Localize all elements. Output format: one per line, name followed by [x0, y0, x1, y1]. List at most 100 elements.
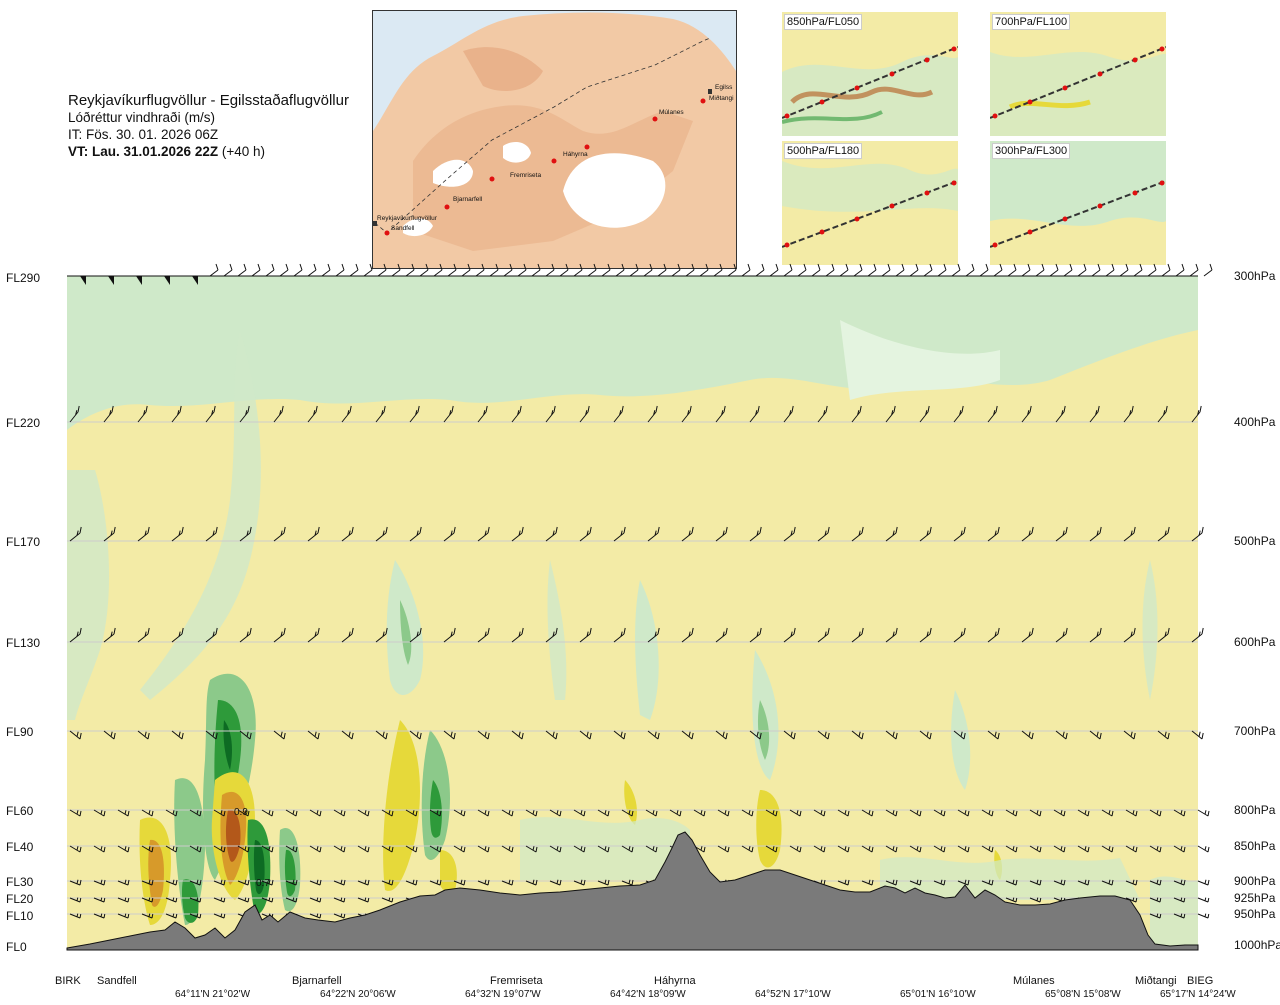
wind-barb [861, 879, 874, 886]
wind-barb [987, 405, 998, 423]
location-label: Sandfell [97, 975, 137, 987]
wind-barb [375, 526, 388, 542]
wind-barb [769, 263, 779, 277]
hpa-label: 300hPa [1234, 269, 1276, 283]
wind-barb [1029, 809, 1042, 817]
wind-barb [727, 263, 737, 277]
wind-barb [321, 263, 331, 277]
wind-barb [1191, 526, 1204, 542]
wind-barb [1157, 405, 1168, 423]
wind-barb [237, 879, 250, 886]
wind-barb [953, 405, 964, 423]
wind-barb [1173, 809, 1186, 817]
wind-barb [749, 730, 762, 740]
wind-barb [1021, 730, 1034, 740]
wind-barb [573, 263, 583, 277]
wind-barb [405, 845, 418, 853]
wind-barb [1089, 730, 1102, 740]
wind-barb [811, 263, 821, 277]
panel-700hpa: 700hPa/FL100 [990, 12, 1166, 136]
wind-barb [273, 730, 286, 740]
wind-barb [93, 809, 106, 817]
wind-barb [333, 879, 346, 886]
route-title: Reykjavíkurflugvöllur - Egilsstaðaflugvö… [68, 92, 349, 109]
wind-barb [987, 730, 1000, 740]
wind-barb [205, 627, 218, 643]
wind-barb [851, 526, 864, 542]
wind-barb [205, 405, 216, 423]
panel-500hpa-graphic [782, 141, 958, 265]
wind-barb [1077, 809, 1090, 817]
wind-barb [713, 263, 723, 277]
wind-barb [669, 809, 682, 817]
wind-barb [69, 845, 82, 853]
panel-300hpa: 300hPa/FL300 [990, 141, 1166, 265]
wind-barb [1203, 263, 1213, 277]
wind-barb [1189, 263, 1199, 277]
wind-barb [1191, 730, 1204, 740]
wind-barb [919, 405, 930, 423]
wind-barb [511, 730, 524, 740]
wind-barb [1125, 809, 1138, 817]
wind-barb [573, 879, 586, 886]
panel-850hpa: 850hPa/FL050 [782, 12, 958, 136]
wind-barb [885, 405, 896, 423]
wind-barb [1123, 730, 1136, 740]
wind-barb [1101, 845, 1114, 853]
hpa-label: 925hPa [1234, 891, 1276, 905]
fl-label: FL220 [6, 416, 41, 430]
wind-barb [885, 809, 898, 817]
wind-barb [273, 405, 284, 423]
wind-barb [165, 897, 178, 903]
wind-barb [477, 879, 490, 886]
wind-barb [69, 809, 82, 817]
wind-barb [333, 809, 346, 817]
location-label: Múlanes [1013, 975, 1055, 987]
wind-barb [309, 809, 322, 817]
wind-barb [141, 809, 154, 817]
wind-barb [1021, 627, 1034, 643]
wind-barb [1175, 263, 1185, 277]
wind-barb [103, 405, 114, 423]
annotation-updraft: 0.9 [234, 807, 248, 818]
wind-barb [165, 845, 178, 853]
wind-barb [657, 263, 667, 277]
wind-barb [117, 913, 130, 919]
wind-barb [1149, 897, 1162, 903]
wind-barb [309, 879, 322, 886]
wind-barb [261, 809, 274, 817]
wind-barb [261, 897, 274, 903]
wind-barb [1005, 809, 1018, 817]
wind-barb [165, 879, 178, 886]
wind-barb [837, 879, 850, 886]
valid-time-prefix: VT: Lau. 31.01.2026 22Z [68, 144, 219, 159]
wind-barb [1197, 879, 1210, 886]
wind-barb [475, 263, 485, 277]
wind-barb [357, 879, 370, 886]
wind-barb [693, 809, 706, 817]
location-label: BIRK [55, 975, 81, 987]
wind-barb [549, 845, 562, 853]
wind-barb [647, 405, 658, 423]
wind-barb [1101, 879, 1114, 886]
wind-barb [165, 809, 178, 817]
wind-barb [861, 809, 874, 817]
wind-barb [979, 263, 989, 277]
wind-barb [341, 526, 354, 542]
wind-barb [309, 897, 322, 903]
wind-barb [1021, 263, 1031, 277]
wind-barb [293, 263, 303, 277]
wind-barb [1077, 845, 1090, 853]
wind-barb [273, 627, 286, 643]
top-flags [80, 276, 198, 285]
wind-barb [837, 845, 850, 853]
wind-barb [381, 809, 394, 817]
wind-barb [1007, 263, 1017, 277]
wind-barb [141, 913, 154, 919]
wind-barb [953, 730, 966, 740]
coordinate-label: 64°42'N 18°09'W [610, 989, 686, 1000]
wind-barb [919, 526, 932, 542]
wind-barb [405, 879, 418, 886]
wind-barb [237, 897, 250, 903]
wind-barb [1149, 845, 1162, 853]
